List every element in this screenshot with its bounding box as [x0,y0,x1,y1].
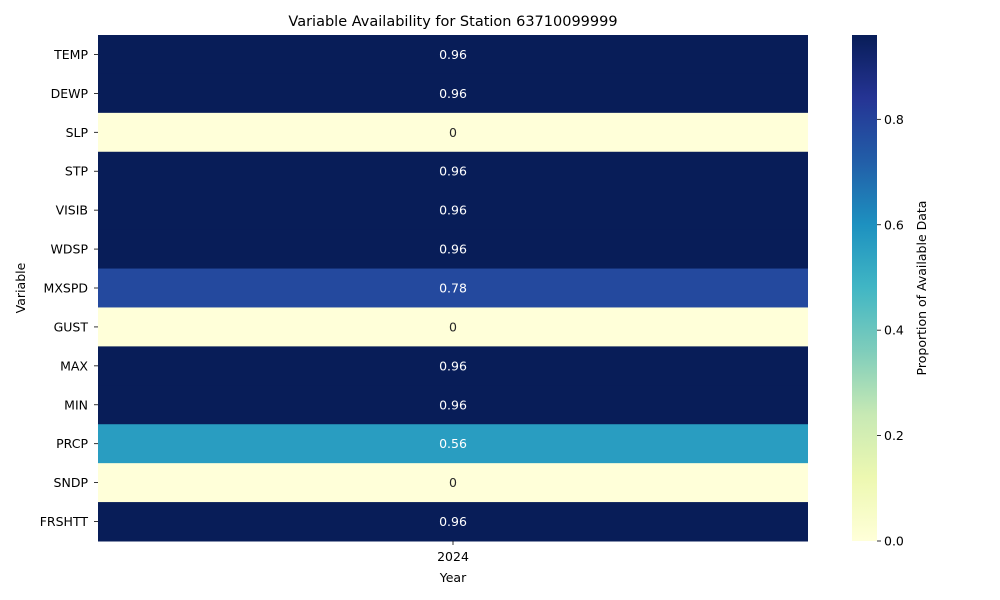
colorbar-tick-label: 0.2 [884,428,904,443]
x-axis-label: Year [439,570,467,585]
y-tick-label: DEWP [51,86,89,101]
heatmap-cell-labels: 0.96 0.96 0 0.96 0.96 0.96 0.78 0 0.96 0.96 0.56 0 0… [439,47,467,529]
cell-value-label: 0.96 [439,164,467,179]
y-tick-label: GUST [54,319,89,334]
colorbar-gradient [852,35,877,541]
cell-value-label: 0.96 [439,203,467,218]
cell-value-label: 0 [449,319,457,334]
colorbar-ticks: 0.0 0.2 0.4 0.6 0.8 [877,112,904,549]
cell-value-label: 0.96 [439,86,467,101]
colorbar-tick-label: 0.4 [884,323,904,338]
cell-value-label: 0.96 [439,358,467,373]
heatmap-cell [98,307,808,347]
heatmap-cell [98,463,808,503]
heatmap-cell [98,112,808,153]
heatmap-cell [98,35,808,75]
y-tick-label: VISIB [56,203,88,218]
cell-value-label: 0 [449,475,457,490]
heatmap-cell [98,385,808,425]
cell-value-label: 0 [449,125,457,140]
y-tick-label: PRCP [56,436,88,451]
colorbar-tick-label: 0.0 [884,534,904,549]
y-tick-label: SLP [66,125,89,140]
y-tick-label: MIN [64,397,88,412]
heatmap-cell [98,151,808,192]
y-axis-label: Variable [13,262,28,313]
cell-value-label: 0.56 [439,436,467,451]
heatmap-cells [98,35,808,542]
y-tick-label: FRSHTT [40,514,89,529]
heatmap-cell [98,190,808,231]
y-tick-label: WDSP [51,242,89,257]
cell-value-label: 0.96 [439,397,467,412]
cell-value-label: 0.96 [439,514,467,529]
colorbar: 0.0 0.2 0.4 0.6 0.8 Proportion of Available … [852,35,929,549]
heatmap-cell [98,73,808,114]
colorbar-tick-label: 0.8 [884,112,904,127]
y-tick-label: TEMP [53,47,88,62]
x-tick-label: 2024 [437,549,469,564]
y-tick-label: STP [65,164,89,179]
heatmap-cell [98,424,808,464]
colorbar-label: Proportion of Available Data [914,201,929,376]
y-tick-label: MXSPD [44,281,88,296]
heatmap-cell [98,268,808,308]
heatmap-cell [98,229,808,270]
cell-value-label: 0.78 [439,281,467,296]
heatmap-cell [98,502,808,542]
chart-title: Variable Availability for Station 637100… [288,14,617,30]
x-axis-ticks: 2024 [437,541,469,564]
cell-value-label: 0.96 [439,47,467,62]
heatmap-cell [98,346,808,386]
y-axis-ticks: TEMP DEWP SLP STP VISIB WDSP MXSPD GUST MAX MIN PR… [40,47,98,529]
y-tick-label: SNDP [54,475,89,490]
colorbar-tick-label: 0.6 [884,217,904,232]
cell-value-label: 0.96 [439,242,467,257]
y-tick-label: MAX [60,358,88,373]
